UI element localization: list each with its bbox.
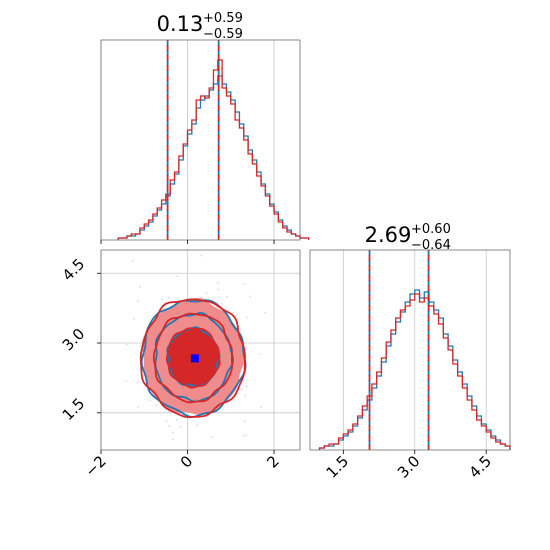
sample-point xyxy=(264,311,267,314)
sample-point xyxy=(161,298,164,301)
sample-point xyxy=(243,283,246,285)
sample-point xyxy=(131,259,134,262)
contour-panel-bottom-left: −2 0 2 1.5 3.0 4.5 xyxy=(59,249,301,480)
sample-point xyxy=(244,371,247,374)
sample-point xyxy=(245,385,248,388)
title-sub: −0.64 xyxy=(411,238,451,253)
sample-point xyxy=(211,436,214,438)
histogram-red-series xyxy=(117,59,310,240)
sample-point xyxy=(126,343,128,346)
histogram-series xyxy=(318,289,511,450)
contour-line-red xyxy=(152,312,233,404)
title-sub: −0.59 xyxy=(203,27,243,42)
x-axis-ticks: 1.5 3.0 4.5 xyxy=(323,450,495,482)
sample-point xyxy=(171,431,174,434)
y-tick-label: 3.0 xyxy=(59,325,89,355)
sample-point xyxy=(172,438,174,441)
sample-point xyxy=(205,292,208,295)
title-sup: +0.60 xyxy=(411,222,451,237)
contour-line-blue xyxy=(154,311,235,403)
sample-point xyxy=(139,286,142,289)
sample-point xyxy=(248,295,251,298)
panel-frame xyxy=(309,249,511,451)
sample-point xyxy=(245,316,248,319)
sample-point xyxy=(139,344,142,347)
sample-point xyxy=(176,275,179,278)
truth-marker xyxy=(190,354,199,363)
sample-point xyxy=(243,420,246,423)
x-tick-label: 0 xyxy=(177,452,196,471)
sample-point xyxy=(136,299,139,302)
histogram-series xyxy=(117,59,310,240)
sample-point xyxy=(137,381,140,383)
title-value: 2.69 xyxy=(365,223,412,247)
title-sup: +0.59 xyxy=(203,11,243,26)
histogram-panel-bottom-right: 1.5 3.0 4.5 2.69 +0.60 −0.64 xyxy=(309,222,511,482)
sample-point xyxy=(149,396,152,399)
sample-point xyxy=(217,288,220,291)
histogram-red-series xyxy=(318,293,511,450)
x-tick-label: 1.5 xyxy=(323,452,353,482)
sample-point xyxy=(226,295,228,298)
sample-point xyxy=(258,352,261,355)
sample-point xyxy=(149,399,152,402)
sample-point xyxy=(243,435,246,437)
x-tick-label: 2 xyxy=(263,452,282,471)
sample-point xyxy=(225,306,227,309)
sample-point xyxy=(167,424,170,427)
panel-frame xyxy=(100,39,301,241)
y-axis-ticks: 1.5 3.0 4.5 xyxy=(59,255,101,424)
quantile-lines xyxy=(166,40,220,240)
x-tick-label: −2 xyxy=(81,452,109,480)
sample-point xyxy=(136,406,139,409)
contour-line-red xyxy=(139,298,246,418)
sample-point xyxy=(176,418,178,421)
sample-point xyxy=(155,404,158,407)
sample-point xyxy=(196,424,199,427)
sample-point xyxy=(235,313,238,316)
y-tick-label: 1.5 xyxy=(59,394,89,424)
contour-line-red xyxy=(165,327,221,389)
x-axis-ticks: −2 0 2 xyxy=(81,450,283,480)
sample-point xyxy=(245,434,248,436)
sample-point xyxy=(240,388,243,391)
sample-point xyxy=(169,411,172,414)
sample-point xyxy=(165,420,168,423)
sample-point xyxy=(168,296,170,299)
y-tick-label: 4.5 xyxy=(59,255,89,285)
x-tick-marks xyxy=(100,240,275,244)
title-value: 0.13 xyxy=(157,12,204,36)
sample-point xyxy=(125,379,128,382)
grid-lines xyxy=(342,250,487,450)
x-tick-label: 4.5 xyxy=(465,452,495,482)
sample-point xyxy=(221,303,224,305)
sample-point xyxy=(200,254,202,257)
histogram-panel-top-left: 0.13 +0.59 −0.59 xyxy=(100,11,310,244)
sample-point xyxy=(260,406,263,408)
sample-point xyxy=(244,394,246,397)
sample-point xyxy=(216,281,219,284)
sample-point xyxy=(133,318,136,320)
x-tick-label: 3.0 xyxy=(394,452,424,482)
panel-frame xyxy=(100,249,301,451)
quantile-lines xyxy=(368,250,430,450)
sample-point xyxy=(179,425,182,428)
